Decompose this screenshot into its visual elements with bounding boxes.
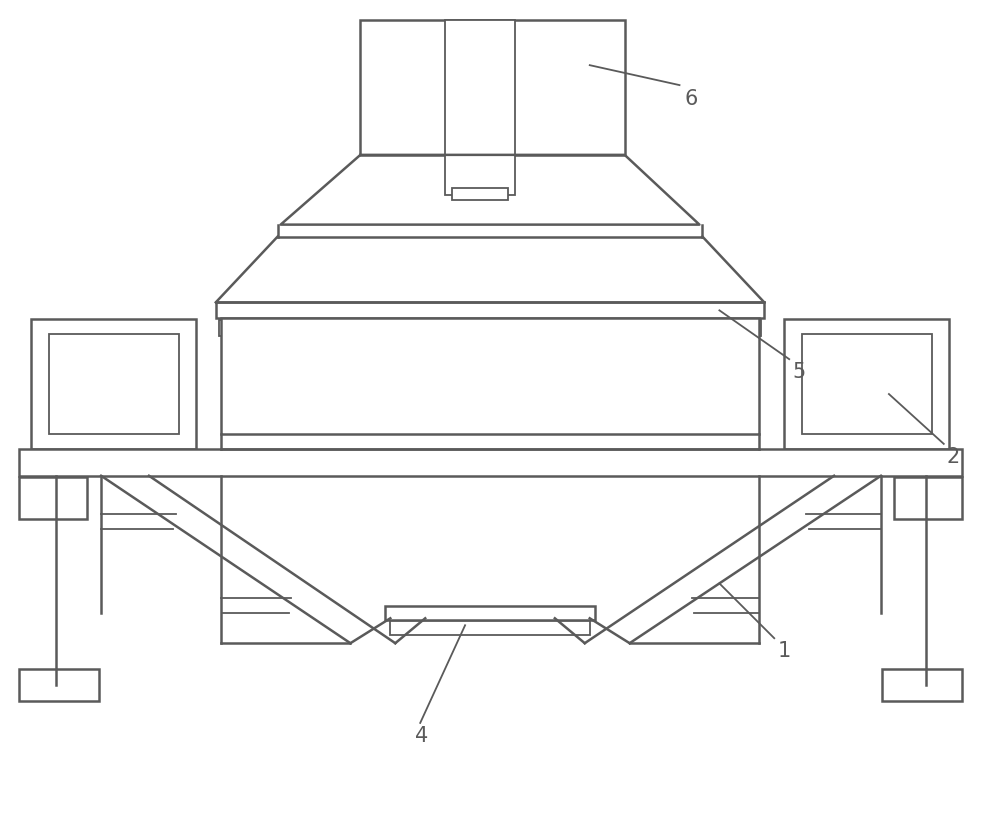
Bar bbox=[219, 320, 761, 336]
Bar bbox=[390, 621, 590, 635]
Bar bbox=[360, 20, 625, 155]
Text: 6: 6 bbox=[684, 89, 698, 109]
Bar bbox=[882, 669, 962, 701]
Bar bbox=[19, 477, 87, 519]
Bar bbox=[31, 319, 196, 449]
Bar bbox=[49, 335, 179, 434]
Bar bbox=[19, 669, 99, 701]
Bar bbox=[385, 606, 595, 620]
Bar bbox=[19, 449, 962, 475]
Bar bbox=[894, 477, 962, 519]
Bar bbox=[216, 302, 764, 318]
Text: 4: 4 bbox=[415, 726, 428, 746]
Bar bbox=[445, 20, 515, 195]
Bar bbox=[784, 319, 949, 449]
Text: 2: 2 bbox=[947, 447, 960, 467]
Text: 1: 1 bbox=[777, 641, 790, 661]
Text: 5: 5 bbox=[792, 362, 805, 382]
Bar bbox=[452, 188, 508, 199]
Bar bbox=[221, 318, 759, 434]
Bar bbox=[802, 335, 932, 434]
